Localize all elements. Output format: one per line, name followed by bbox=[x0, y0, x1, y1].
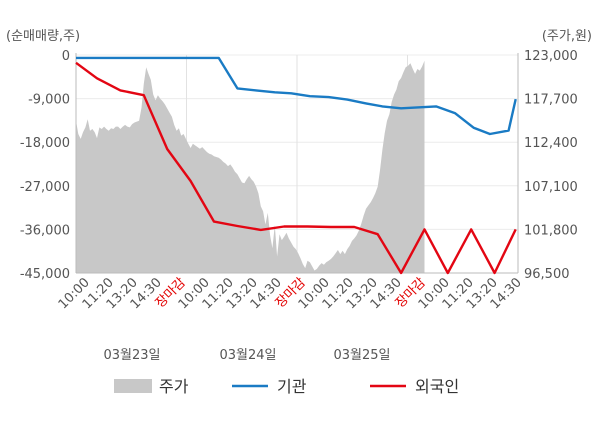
right-axis-unit: (주가,원) bbox=[542, 29, 592, 44]
left-tick-label: -18,000 bbox=[20, 136, 70, 151]
right-tick-label: 107,100 bbox=[524, 180, 578, 195]
date-labels: 03월23일 03월24일 03월25일 bbox=[103, 348, 390, 363]
left-tick-label: -45,000 bbox=[20, 267, 70, 282]
right-tick-label: 96,500 bbox=[524, 267, 570, 282]
legend: 주가 기관 외국인 bbox=[114, 377, 459, 396]
right-tick-label: 101,800 bbox=[524, 223, 578, 238]
x-tick-labels: 10:0011:2013:2014:30장마감10:0011:2013:2014… bbox=[56, 275, 525, 312]
left-tick-label: -36,000 bbox=[20, 223, 70, 238]
left-tick-label: -27,000 bbox=[20, 180, 70, 195]
date-label: 03월23일 bbox=[103, 348, 160, 363]
series-line-foreign bbox=[75, 61, 517, 275]
series-line-institution bbox=[76, 56, 517, 136]
axes bbox=[75, 53, 519, 274]
left-tick-label: -9,000 bbox=[28, 93, 70, 108]
right-tick-label: 123,000 bbox=[524, 49, 578, 64]
right-tick-label: 112,400 bbox=[524, 136, 578, 151]
legend-label: 기관 bbox=[277, 377, 307, 396]
left-tick-label: 0 bbox=[62, 49, 70, 64]
date-label: 03월25일 bbox=[333, 348, 390, 363]
left-tick-labels: 0 -9,000 -18,000 -27,000 -36,000 -45,000 bbox=[20, 49, 70, 282]
legend-label: 주가 bbox=[159, 377, 189, 396]
legend-label: 외국인 bbox=[415, 377, 459, 396]
left-axis-unit: (순매매량,주) bbox=[6, 29, 80, 44]
price-area bbox=[76, 60, 425, 273]
price-area-layer bbox=[76, 60, 425, 273]
legend-swatch-price bbox=[114, 379, 152, 393]
right-tick-label: 117,700 bbox=[524, 93, 578, 108]
right-tick-labels: 123,000 117,700 112,400 107,100 101,800 96,50… bbox=[524, 49, 578, 282]
date-label: 03월24일 bbox=[219, 348, 276, 363]
net-trade-lines bbox=[75, 56, 517, 275]
